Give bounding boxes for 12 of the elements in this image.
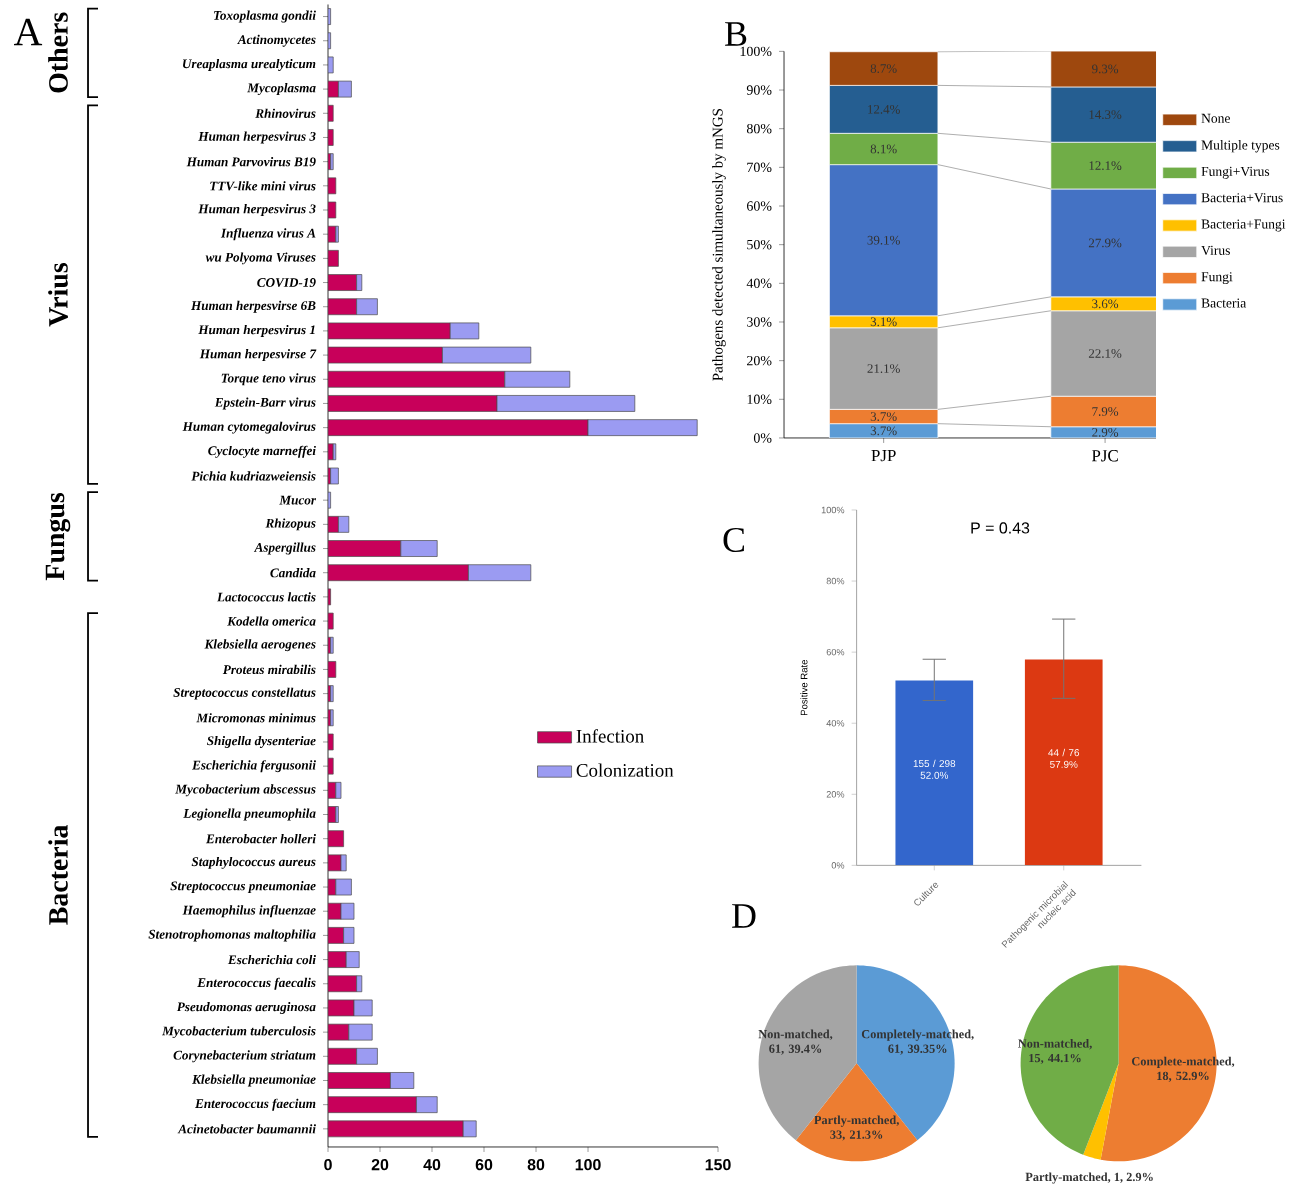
text: Others [48,12,68,93]
legend-label: Colonization [576,763,674,777]
text: B [725,22,747,46]
text: D [732,904,756,928]
text: Vrius [48,263,68,327]
text: C [723,527,744,553]
text: A [14,18,43,46]
text: Fungus [45,492,71,581]
legend-label: Infection [576,729,644,743]
x-tick-label: PJP [871,450,896,462]
x-tick-label: PJC [1091,450,1118,462]
text: Bacteria [48,825,68,925]
